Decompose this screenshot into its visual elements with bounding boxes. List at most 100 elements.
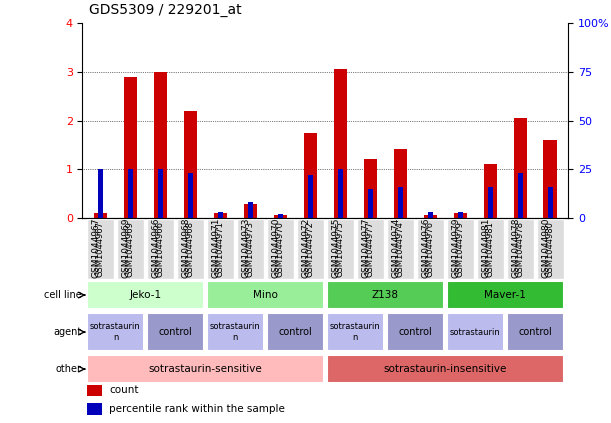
Bar [398, 187, 403, 218]
FancyBboxPatch shape [327, 355, 564, 383]
Text: GSM1044973: GSM1044973 [246, 221, 255, 277]
Bar [154, 72, 167, 218]
Text: GSM1044966: GSM1044966 [156, 221, 165, 277]
Text: GSM1044971: GSM1044971 [211, 218, 221, 278]
Bar [458, 212, 463, 218]
Text: Jeko-1: Jeko-1 [130, 290, 161, 300]
FancyBboxPatch shape [477, 219, 503, 279]
Bar [98, 169, 103, 218]
FancyBboxPatch shape [387, 313, 444, 351]
FancyBboxPatch shape [87, 281, 204, 309]
Bar [338, 169, 343, 218]
FancyBboxPatch shape [507, 219, 534, 279]
Text: Maver-1: Maver-1 [485, 290, 526, 300]
FancyBboxPatch shape [207, 313, 264, 351]
Text: GSM1044977: GSM1044977 [366, 221, 375, 277]
Text: GSM1044971: GSM1044971 [216, 221, 225, 277]
FancyBboxPatch shape [447, 313, 503, 351]
Text: GSM1044976: GSM1044976 [422, 218, 430, 278]
Text: GSM1044972: GSM1044972 [301, 218, 310, 278]
FancyBboxPatch shape [536, 219, 564, 279]
FancyBboxPatch shape [447, 219, 474, 279]
Text: agent: agent [54, 327, 82, 337]
FancyBboxPatch shape [267, 313, 324, 351]
FancyBboxPatch shape [267, 219, 294, 279]
FancyBboxPatch shape [357, 219, 384, 279]
Bar [158, 169, 163, 218]
Bar [214, 213, 227, 218]
Text: GSM1044969: GSM1044969 [126, 221, 135, 277]
Text: GSM1044969: GSM1044969 [122, 218, 131, 278]
Text: GSM1044966: GSM1044966 [152, 218, 161, 278]
FancyBboxPatch shape [417, 219, 444, 279]
FancyBboxPatch shape [387, 219, 414, 279]
Text: GSM1044972: GSM1044972 [306, 221, 315, 277]
Text: GSM1044968: GSM1044968 [186, 221, 195, 277]
Bar [334, 69, 347, 218]
Text: GSM1044981: GSM1044981 [481, 218, 490, 278]
Bar [304, 133, 317, 218]
Text: Mino: Mino [253, 290, 278, 300]
Text: count: count [109, 385, 139, 395]
FancyBboxPatch shape [117, 219, 144, 279]
Bar [368, 189, 373, 218]
Text: GSM1044980: GSM1044980 [541, 218, 551, 278]
FancyBboxPatch shape [327, 281, 444, 309]
Bar [483, 165, 497, 218]
Bar [364, 159, 377, 218]
Bar [218, 212, 223, 218]
Text: GDS5309 / 229201_at: GDS5309 / 229201_at [89, 3, 241, 17]
Text: GSM1044980: GSM1044980 [546, 221, 555, 277]
Text: GSM1044978: GSM1044978 [511, 218, 520, 278]
Bar [544, 140, 557, 218]
Text: cell line: cell line [44, 290, 82, 300]
Bar [188, 173, 193, 218]
Bar [93, 213, 107, 218]
FancyBboxPatch shape [207, 219, 234, 279]
Text: sotrastaurin
n: sotrastaurin n [90, 322, 141, 342]
Bar [518, 173, 523, 218]
Bar [247, 202, 253, 218]
Bar [184, 111, 197, 218]
Text: GSM1044981: GSM1044981 [486, 221, 495, 277]
Text: other: other [56, 364, 82, 374]
Text: sotrastaurin
n: sotrastaurin n [330, 322, 381, 342]
Bar [308, 175, 313, 218]
FancyBboxPatch shape [177, 219, 204, 279]
FancyBboxPatch shape [147, 219, 174, 279]
Bar [428, 212, 433, 218]
Text: sotrastaurin
n: sotrastaurin n [210, 322, 261, 342]
FancyBboxPatch shape [327, 313, 384, 351]
Text: GSM1044978: GSM1044978 [516, 221, 525, 277]
Text: sotrastaurin: sotrastaurin [450, 327, 500, 337]
Bar [277, 214, 283, 218]
Text: GSM1044977: GSM1044977 [361, 218, 370, 278]
Text: GSM1044979: GSM1044979 [456, 221, 465, 277]
Bar [128, 169, 133, 218]
FancyBboxPatch shape [207, 281, 324, 309]
Text: GSM1044976: GSM1044976 [426, 221, 435, 277]
Text: GSM1044968: GSM1044968 [181, 218, 191, 278]
Bar [87, 384, 102, 396]
Text: Z138: Z138 [372, 290, 399, 300]
Text: control: control [159, 327, 192, 337]
Text: control: control [518, 327, 552, 337]
FancyBboxPatch shape [87, 355, 324, 383]
Text: GSM1044974: GSM1044974 [391, 218, 400, 278]
Text: percentile rank within the sample: percentile rank within the sample [109, 404, 285, 414]
FancyBboxPatch shape [447, 281, 564, 309]
Text: GSM1044975: GSM1044975 [336, 221, 345, 277]
Bar [423, 215, 437, 218]
FancyBboxPatch shape [507, 313, 564, 351]
Bar [513, 118, 527, 218]
FancyBboxPatch shape [297, 219, 324, 279]
Text: GSM1044975: GSM1044975 [331, 218, 340, 278]
Bar [547, 187, 553, 218]
Bar [244, 204, 257, 218]
Text: GSM1044973: GSM1044973 [241, 218, 251, 278]
Text: sotrastaurin-insensitive: sotrastaurin-insensitive [384, 364, 507, 374]
Text: GSM1044970: GSM1044970 [271, 218, 280, 278]
Text: GSM1044979: GSM1044979 [452, 218, 460, 278]
Text: GSM1044970: GSM1044970 [276, 221, 285, 277]
Bar [453, 213, 467, 218]
